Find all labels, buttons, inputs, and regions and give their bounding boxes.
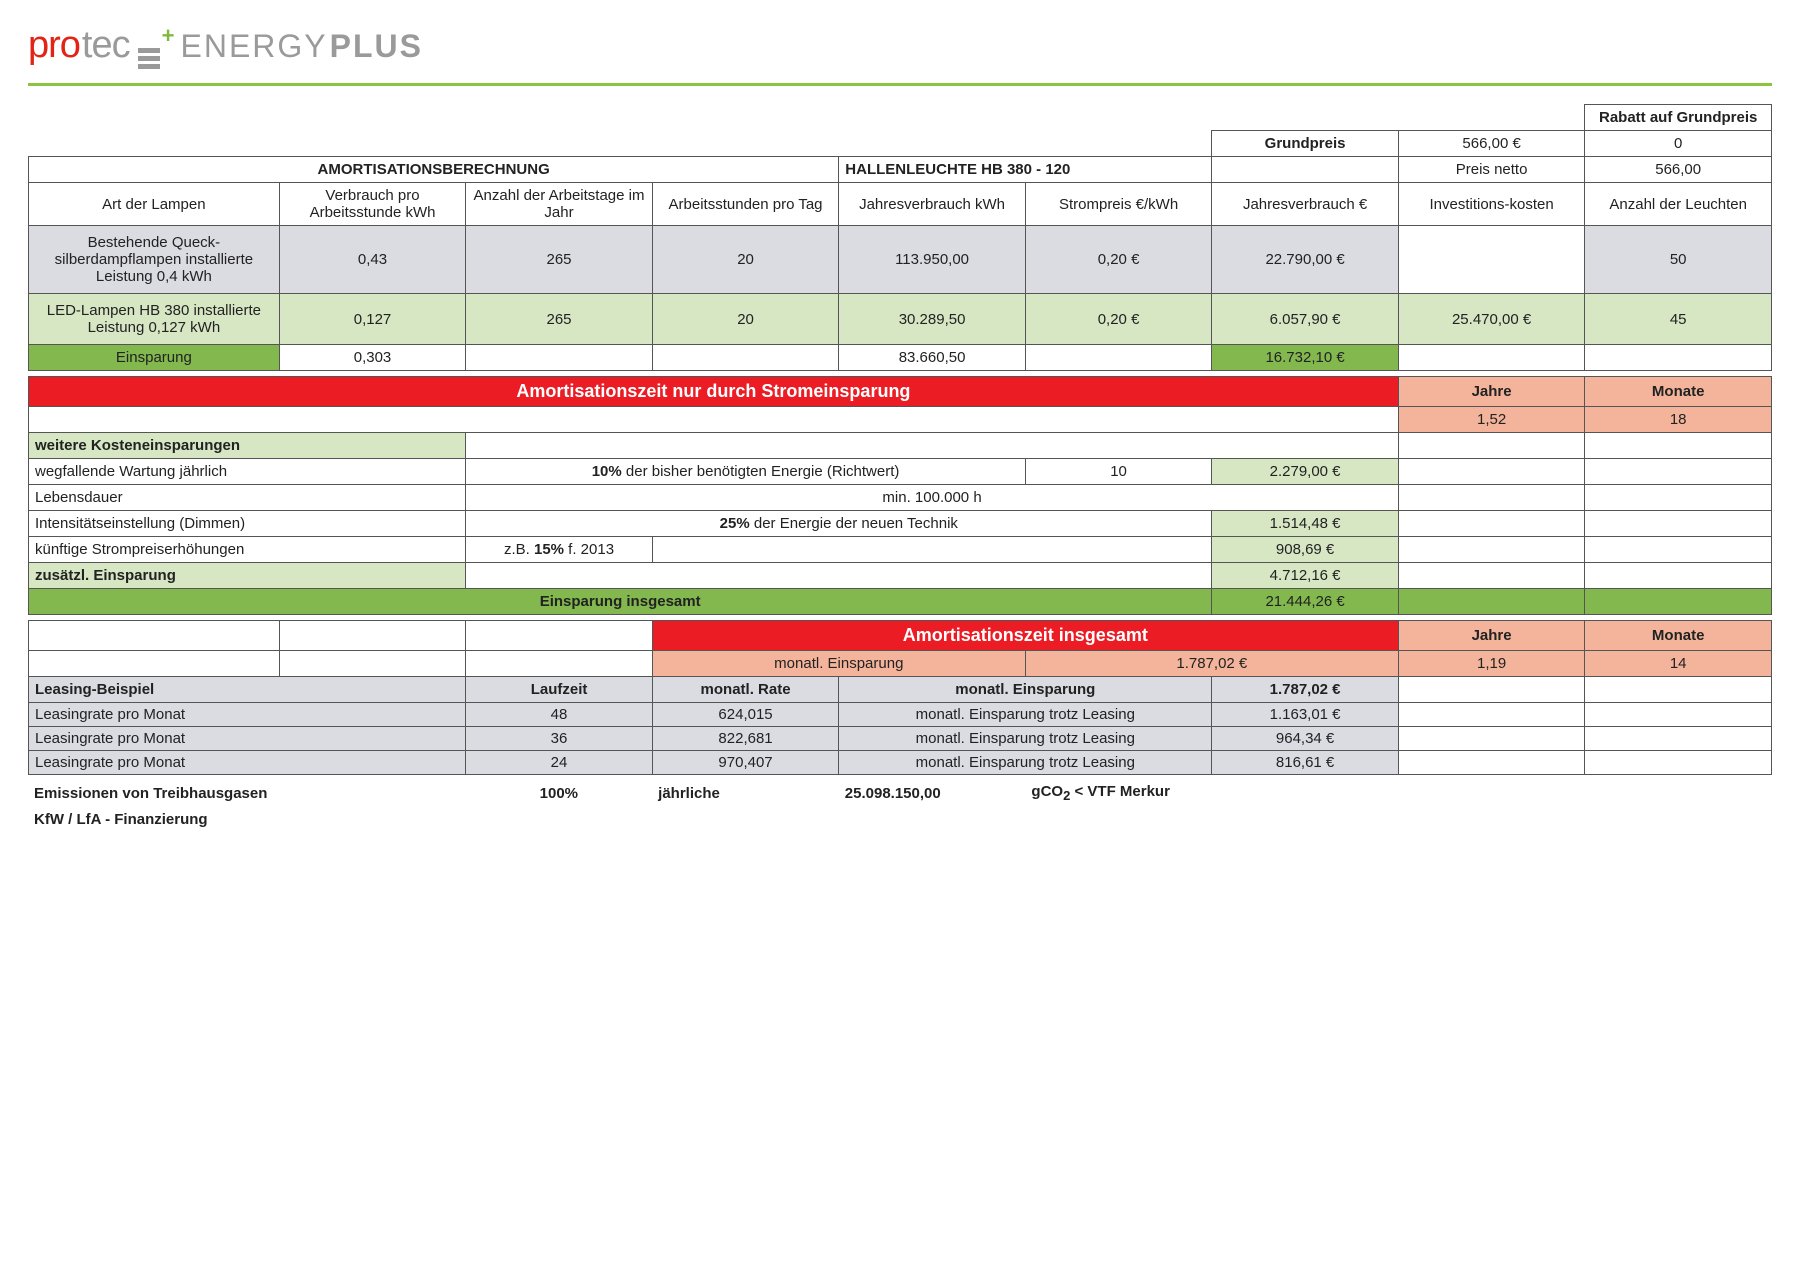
product-name: HALLENLEUCHTE HB 380 - 120 xyxy=(839,157,1212,183)
extra-dimmen: Intensitätseinstellung (Dimmen) 25% der … xyxy=(29,511,1772,537)
row-existing: Bestehende Queck-silberdampflampen insta… xyxy=(29,226,1772,294)
rabatt-label: Rabatt auf Grundpreis xyxy=(1585,105,1772,131)
amort2-header: Amortisationszeit insgesamt Jahre Monate xyxy=(29,621,1772,651)
amort2-values: monatl. Einsparung 1.787,02 € 1,19 14 xyxy=(29,651,1772,677)
divider-green xyxy=(28,83,1772,86)
amort1-header: Amortisationszeit nur durch Stromeinspar… xyxy=(29,377,1772,407)
logo: pro tec + ENERGY PLUS xyxy=(28,24,1772,73)
col-anzahl: Anzahl der Leuchten xyxy=(1585,183,1772,226)
extra-strompreis: künftige Strompreiserhöhungen z.B. 15% f… xyxy=(29,537,1772,563)
amort1-values: 1,52 18 xyxy=(29,407,1772,433)
logo-pro: pro xyxy=(28,24,80,67)
leasing-header: Leasing-Beispiel Laufzeit monatl. Rate m… xyxy=(29,677,1772,703)
kfw-row: KfW / LfA - Finanzierung xyxy=(28,807,1772,832)
extra-dimmen-desc: 25% der Energie der neuen Technik xyxy=(466,511,1212,537)
extra-gesamt: Einsparung insgesamt 21.444,26 € xyxy=(29,589,1772,615)
preis-netto-label: Preis netto xyxy=(1398,157,1585,183)
extra-wartung: wegfallende Wartung jährlich 10% der bis… xyxy=(29,459,1772,485)
col-preis: Strompreis €/kWh xyxy=(1025,183,1212,226)
logo-tec: tec xyxy=(82,24,130,67)
footer-table: Emissionen von Treibhausgasen 100% jährl… xyxy=(28,779,1772,832)
emissions-row: Emissionen von Treibhausgasen 100% jährl… xyxy=(28,779,1772,807)
col-stunden: Arbeitsstunden pro Tag xyxy=(652,183,839,226)
logo-plus-icon: + xyxy=(162,23,175,49)
col-jv-eur: Jahresverbrauch € xyxy=(1212,183,1399,226)
grundpreis-label: Grundpreis xyxy=(1212,131,1399,157)
col-art: Art der Lampen xyxy=(29,183,280,226)
extra-strompreis-desc: z.B. 15% f. 2013 xyxy=(466,537,653,563)
col-jv-kwh: Jahresverbrauch kWh xyxy=(839,183,1026,226)
rabatt-value: 0 xyxy=(1585,131,1772,157)
row-led: LED-Lampen HB 380 installierte Leistung … xyxy=(29,294,1772,345)
amort-title: AMORTISATIONSBERECHNUNG xyxy=(29,157,839,183)
extra-wartung-desc: 10% der bisher benötigten Energie (Richt… xyxy=(466,459,1026,485)
leasing-row: Leasingrate pro Monat48624,015monatl. Ei… xyxy=(29,703,1772,727)
logo-energy: ENERGY xyxy=(180,28,327,65)
grundpreis-value: 566,00 € xyxy=(1398,131,1585,157)
amortisation-table: Rabatt auf Grundpreis Grundpreis 566,00 … xyxy=(28,104,1772,775)
extra-lebensdauer: Lebensdauer min. 100.000 h xyxy=(29,485,1772,511)
logo-plus-text: PLUS xyxy=(330,28,423,65)
leasing-row: Leasingrate pro Monat24970,407monatl. Ei… xyxy=(29,751,1772,775)
col-verbrauch: Verbrauch pro Arbeitsstunde kWh xyxy=(279,183,466,226)
extra-title-row: weitere Kosteneinsparungen xyxy=(29,433,1772,459)
extra-zusatz: zusätzl. Einsparung 4.712,16 € xyxy=(29,563,1772,589)
leasing-row: Leasingrate pro Monat36822,681monatl. Ei… xyxy=(29,727,1772,751)
emissions-unit: gCO2 < VTF Merkur xyxy=(1025,779,1398,807)
col-tage: Anzahl der Arbeitstage im Jahr xyxy=(466,183,653,226)
preis-netto-value: 566,00 xyxy=(1585,157,1772,183)
row-einsparung: Einsparung 0,303 83.660,50 16.732,10 € xyxy=(29,345,1772,371)
col-invest: Investitions-kosten xyxy=(1398,183,1585,226)
logo-bars-icon xyxy=(138,48,160,69)
